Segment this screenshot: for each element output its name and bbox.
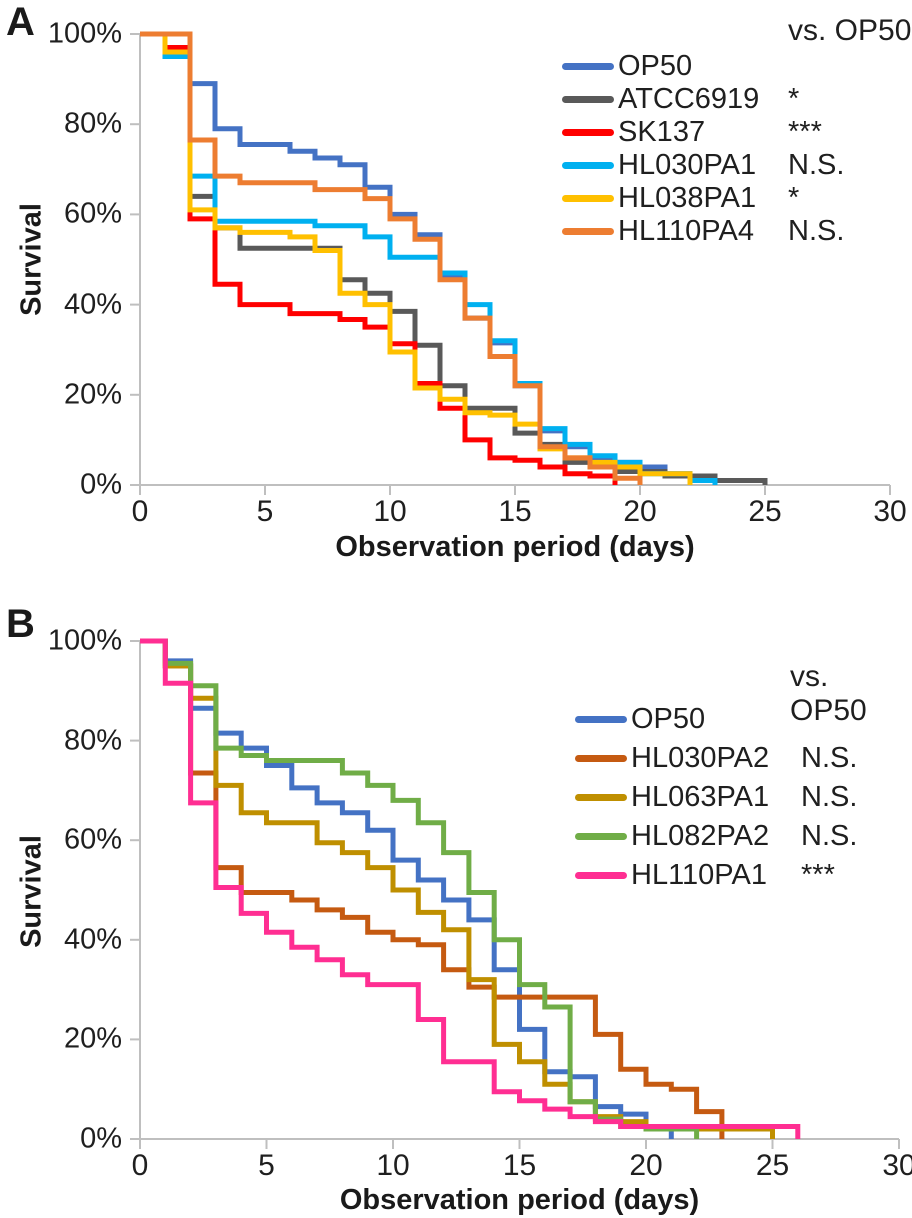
significance-value: ***	[788, 116, 822, 148]
panel-b-vs-op50-header: vs. OP50	[790, 660, 867, 727]
legend-swatch-atcc6919	[562, 96, 614, 103]
y-tick-label: 60%	[63, 823, 122, 856]
y-tick-label: 100%	[47, 17, 122, 50]
panel-b-y-axis-title: Survival	[15, 835, 48, 948]
legend-label: HL110PA1	[631, 859, 767, 891]
legend-swatch-hl038pa1	[562, 195, 614, 202]
legend-row: HL082PA2 N.S.	[575, 817, 857, 856]
legend-row: HL030PA1 N.S.	[562, 149, 844, 182]
legend-swatch-hl110pa1	[575, 872, 627, 879]
legend-row: HL030PA2 N.S.	[575, 739, 857, 778]
significance-value: *	[788, 83, 800, 115]
x-tick-label: 0	[131, 495, 149, 528]
legend-row: SK137 ***	[562, 116, 844, 149]
series-line-hl110pa1	[140, 638, 801, 1139]
panel-b-legend: OP50 HL030PA2 N.S. HL063PA1 N.S. HL082PA…	[575, 700, 857, 895]
legend-row: OP50	[562, 50, 844, 83]
significance-value: ***	[801, 859, 835, 891]
legend-label: HL063PA1	[631, 781, 770, 813]
series-line-hl030pa1	[140, 31, 718, 485]
significance-value: N.S.	[801, 820, 858, 852]
x-tick-label: 20	[623, 495, 657, 528]
x-tick-label: 15	[498, 495, 532, 528]
y-tick-label: 100%	[47, 624, 122, 657]
y-tick-label: 20%	[63, 1022, 122, 1055]
legend-label: HL030PA1	[618, 149, 757, 181]
x-tick-label: 5	[258, 1149, 275, 1182]
series-line-op50	[140, 638, 674, 1139]
legend-row: HL063PA1 N.S.	[575, 778, 857, 817]
y-tick-label: 60%	[63, 197, 122, 230]
y-tick-label: 80%	[63, 107, 122, 140]
y-tick-label: 0%	[80, 468, 122, 501]
legend-label: ATCC6919	[618, 83, 760, 115]
panel-a-y-axis-title: Survival	[15, 203, 48, 316]
x-tick-label: 25	[755, 1149, 790, 1182]
panel-a-x-axis-title: Observation period (days)	[335, 531, 695, 563]
series-line-hl030pa2	[140, 638, 725, 1139]
legend-label: HL038PA1	[618, 182, 757, 214]
panel-a-vs-op50-header: vs. OP50	[788, 14, 912, 47]
significance-value: *	[788, 182, 800, 214]
legend-label: OP50	[631, 703, 706, 735]
x-tick-label: 10	[373, 495, 407, 528]
x-tick-label: 10	[376, 1149, 410, 1182]
legend-row: HL110PA1 ***	[575, 856, 857, 895]
legend-swatch-hl030pa1	[562, 162, 614, 169]
legend-row: OP50	[575, 700, 857, 739]
y-tick-label: 80%	[63, 724, 122, 757]
legend-label: HL030PA2	[631, 742, 770, 774]
legend-swatch-hl063pa1	[575, 794, 627, 801]
legend-label: HL082PA2	[631, 820, 770, 852]
panel-a-legend: OP50 ATCC6919 * SK137 *** HL030PA1 N.S. …	[562, 50, 844, 248]
significance-value: N.S.	[801, 742, 858, 774]
y-tick-label: 40%	[63, 923, 122, 956]
significance-value: N.S.	[788, 149, 845, 181]
x-tick-label: 25	[748, 495, 782, 528]
legend-swatch-hl110pa4	[562, 228, 614, 235]
y-tick-label: 0%	[80, 1122, 122, 1155]
legend-row: ATCC6919 *	[562, 83, 844, 116]
legend-swatch-op50	[562, 63, 614, 70]
panel-a-letter: A	[6, 0, 35, 44]
y-tick-label: 20%	[63, 378, 122, 411]
panel-b-x-axis-title: Observation period (days)	[339, 1184, 700, 1216]
legend-swatch-hl030pa2	[575, 755, 627, 762]
legend-label: SK137	[618, 116, 706, 148]
x-tick-label: 20	[629, 1149, 663, 1182]
x-tick-label: 30	[882, 1149, 912, 1182]
legend-row: HL038PA1 *	[562, 182, 844, 215]
significance-value: N.S.	[801, 781, 858, 813]
panel-b-letter: B	[6, 602, 35, 646]
legend-row: HL110PA4 N.S.	[562, 215, 844, 248]
x-tick-label: 0	[131, 1149, 149, 1182]
legend-swatch-hl082pa2	[575, 833, 627, 840]
x-tick-label: 5	[256, 495, 274, 528]
y-tick-label: 40%	[63, 288, 122, 321]
legend-swatch-op50	[575, 716, 627, 723]
legend-label: HL110PA4	[618, 215, 754, 247]
legend-label: OP50	[618, 50, 693, 82]
significance-value: N.S.	[788, 215, 845, 247]
legend-swatch-sk137	[562, 129, 614, 136]
x-tick-label: 30	[873, 495, 907, 528]
series-line-hl082pa2	[140, 638, 700, 1139]
series-line-sk137	[140, 31, 618, 485]
series-line-hl110pa4	[140, 31, 643, 485]
x-tick-label: 15	[502, 1149, 537, 1182]
